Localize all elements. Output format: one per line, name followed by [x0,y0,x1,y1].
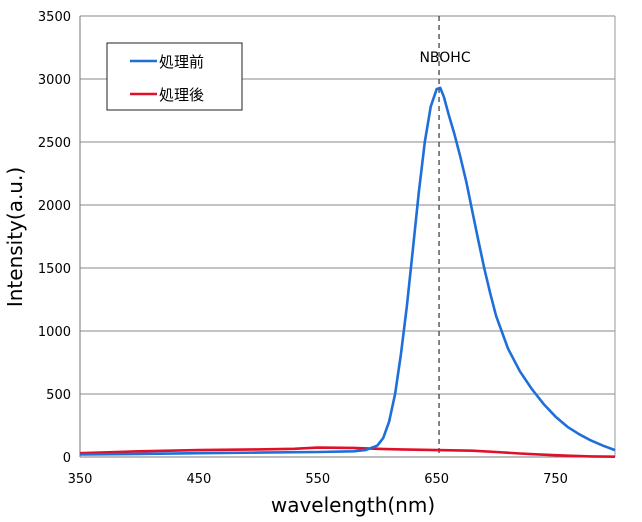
tick-labels: 0 500 1000 1500 2000 2500 3000 3500 350 450 550 650… [38,10,568,487]
y-tick-label-1500: 1500 [38,262,71,277]
x-tick-label-350: 350 [68,472,93,487]
annotation-label-0: NBOHC [419,50,470,66]
x-tick-label-750: 750 [543,472,568,487]
x-tick-label-450: 450 [186,472,211,487]
y-tick-label-2500: 2500 [38,136,71,151]
y-axis-title: Intensity(a.u.) [3,167,27,307]
y-tick-label-2000: 2000 [38,199,71,214]
y-tick-label-3000: 3000 [38,73,71,88]
legend-label-1: 処理後 [159,86,204,104]
series-line-0 [79,86,616,456]
y-tick-label-1000: 1000 [38,325,71,340]
x-tick-label-550: 550 [305,472,330,487]
y-tick-label-0: 0 [63,451,71,466]
series-line-1 [79,446,616,458]
x-tick-label-650: 650 [424,472,449,487]
legend-box [106,42,243,111]
legend-label-0: 処理前 [159,53,204,71]
y-tick-label-3500: 3500 [38,10,71,25]
series-layer [79,86,616,458]
plot-frame [79,16,616,458]
x-axis-title: wavelength(nm) [271,493,435,517]
y-tick-label-500: 500 [46,388,71,403]
